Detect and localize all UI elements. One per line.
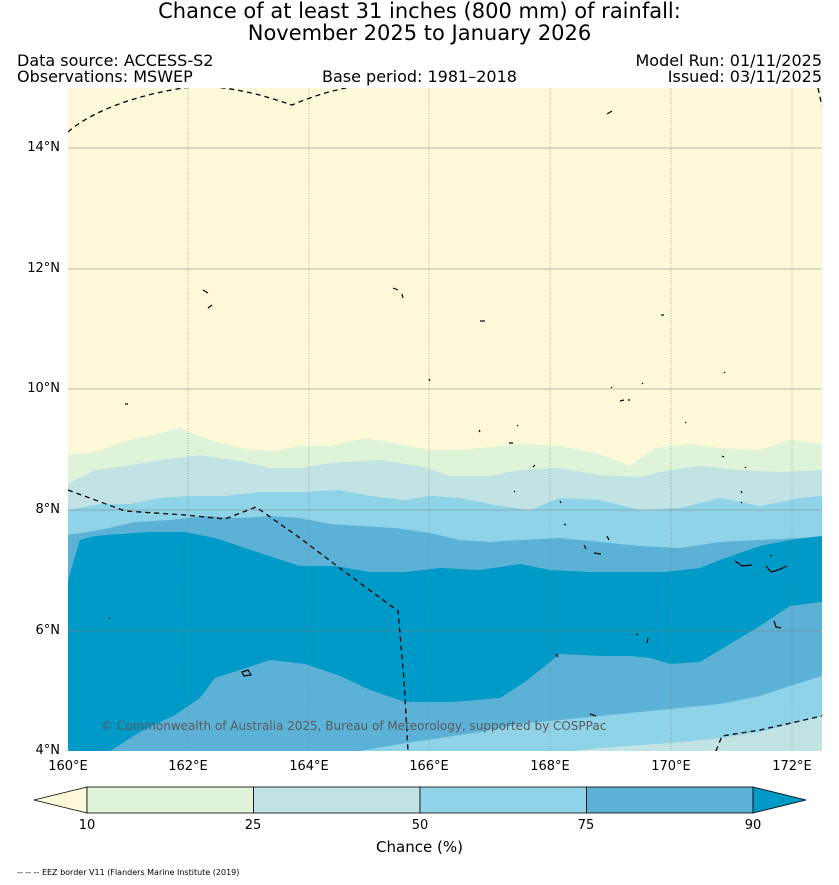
colorbar — [33, 786, 807, 814]
lon-label: 164°E — [289, 759, 329, 774]
colorbar-tick: 25 — [244, 818, 262, 833]
lon-label: 172°E — [772, 759, 812, 774]
colorbar-extend-low — [33, 786, 88, 814]
map-title-line1: Chance of at least 31 inches (800 mm) of… — [158, 0, 681, 23]
lat-label: 14°N — [27, 140, 60, 155]
colorbar-seg-50-75 — [419, 786, 587, 814]
observations: Observations: MSWEP — [17, 67, 193, 86]
colorbar-tick: 10 — [78, 818, 96, 833]
band-50-75-south — [360, 676, 822, 751]
base-period: Base period: 1981–2018 — [322, 67, 517, 86]
colorbar-tick: 75 — [577, 818, 595, 833]
lon-label: 168°E — [530, 759, 570, 774]
lat-label: 8°N — [35, 502, 61, 517]
lat-label: 6°N — [35, 623, 61, 638]
lat-label: 4°N — [35, 743, 61, 758]
lon-label: 170°E — [651, 759, 691, 774]
colorbar-seg-25-50 — [253, 786, 421, 814]
model-run: Model Run: 01/11/2025 — [635, 51, 823, 70]
data-source: Data source: ACCESS-S2 — [17, 51, 214, 70]
colorbar-tick: 50 — [411, 818, 429, 833]
colorbar-seg-10-25 — [86, 786, 254, 814]
lon-label: 160°E — [48, 759, 88, 774]
issued-date: Issued: 03/11/2025 — [667, 67, 822, 86]
lat-label: 12°N — [27, 261, 60, 276]
lat-label: 10°N — [27, 381, 60, 396]
copyright-notice: © Commonwealth of Australia 2025, Bureau… — [101, 719, 607, 733]
band-25-50-south — [570, 716, 822, 751]
colorbar-tick: 90 — [744, 818, 762, 833]
lon-label: 162°E — [168, 759, 208, 774]
lon-label: 166°E — [409, 759, 449, 774]
eez-footnote: -- -- -- EEZ border V11 (Flanders Marine… — [17, 868, 240, 877]
islands — [108, 110, 788, 717]
colorbar-seg-75-90 — [586, 786, 754, 814]
graticule — [68, 88, 822, 751]
colorbar-label: Chance (%) — [376, 838, 463, 856]
colorbar-extend-high — [752, 786, 807, 814]
band-75-90-south — [110, 602, 822, 751]
band-above-90 — [68, 532, 822, 751]
map-title-line2: November 2025 to January 2026 — [247, 21, 592, 45]
eez-borders — [68, 88, 822, 751]
